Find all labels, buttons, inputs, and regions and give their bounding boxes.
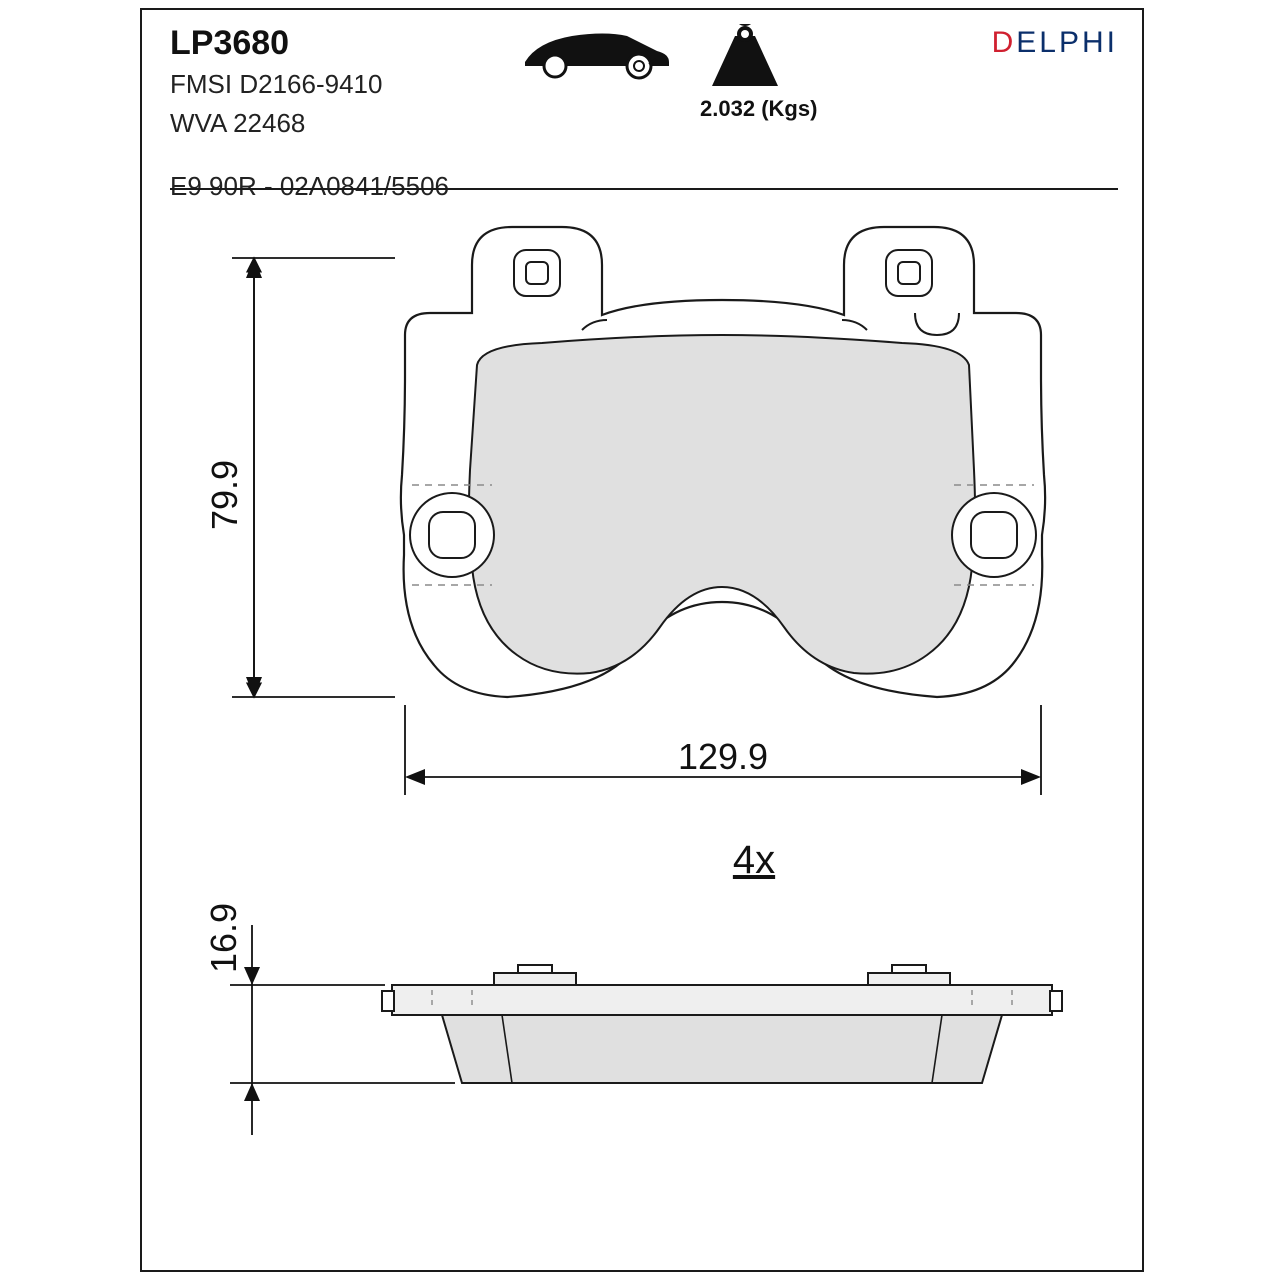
fmsi-code: FMSI D2166-9410 — [170, 67, 449, 102]
side-view: 16.9 — [203, 903, 1062, 1135]
part-number: LP3680 — [170, 24, 449, 63]
rear-axle-icon — [517, 24, 677, 80]
technical-drawing: 79.9 129.9 4x — [142, 195, 1146, 1275]
friction-pad — [469, 335, 975, 674]
front-view: 79.9 129.9 4x — [204, 227, 1045, 882]
brand-logo: DELPHI — [992, 26, 1118, 60]
quantity-label: 4x — [733, 838, 775, 882]
weight-value: 2.032 (Kgs) — [700, 96, 817, 122]
header-block: LP3680 FMSI D2166-9410 WVA 22468 E9 90R … — [170, 24, 449, 202]
wva-code: WVA 22468 — [170, 106, 449, 141]
dim-width: 129.9 — [678, 736, 768, 777]
drawing-frame: LP3680 FMSI D2166-9410 WVA 22468 E9 90R … — [140, 8, 1144, 1272]
dim-thickness: 16.9 — [203, 903, 244, 973]
header-divider — [170, 188, 1118, 190]
dim-height: 79.9 — [204, 460, 245, 530]
weight-icon: 2.032 (Kgs) — [700, 24, 817, 122]
